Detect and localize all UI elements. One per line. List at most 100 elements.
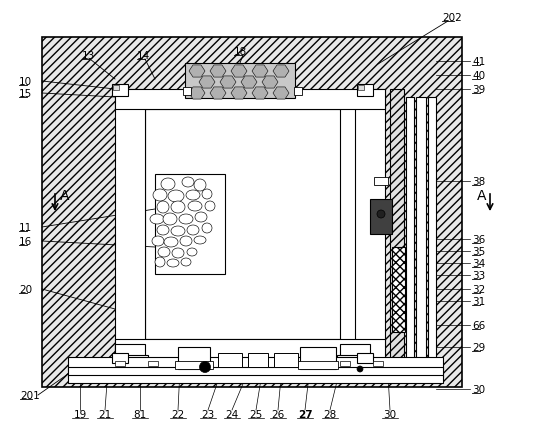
Ellipse shape — [153, 190, 167, 202]
Bar — [178, 347, 210, 369]
Text: 34: 34 — [472, 258, 485, 268]
Polygon shape — [273, 66, 289, 78]
Ellipse shape — [195, 212, 207, 222]
Bar — [42, 38, 462, 387]
Circle shape — [199, 362, 211, 373]
Text: 24: 24 — [225, 409, 239, 419]
Ellipse shape — [186, 190, 200, 200]
Ellipse shape — [163, 214, 177, 225]
Polygon shape — [273, 88, 289, 100]
Polygon shape — [241, 77, 257, 89]
Bar — [373, 361, 383, 366]
Polygon shape — [262, 77, 278, 89]
Polygon shape — [199, 77, 215, 89]
Text: 13: 13 — [82, 51, 95, 61]
Text: 202: 202 — [442, 13, 461, 23]
Text: 11: 11 — [19, 222, 32, 233]
Polygon shape — [252, 88, 268, 100]
Ellipse shape — [150, 215, 164, 224]
Ellipse shape — [205, 202, 215, 212]
Text: 81: 81 — [133, 409, 147, 419]
Polygon shape — [252, 66, 268, 78]
Bar — [115, 90, 385, 110]
Text: 18: 18 — [234, 47, 247, 57]
Bar — [68, 367, 443, 377]
Text: 26: 26 — [271, 409, 285, 419]
Bar — [155, 175, 225, 274]
Ellipse shape — [202, 224, 212, 233]
Ellipse shape — [179, 215, 193, 224]
Bar — [68, 375, 443, 383]
Bar — [428, 98, 436, 362]
Bar — [218, 353, 242, 367]
Ellipse shape — [194, 180, 206, 191]
Text: 38: 38 — [472, 177, 485, 187]
Bar — [340, 361, 350, 366]
Text: 23: 23 — [202, 409, 214, 419]
Polygon shape — [210, 88, 226, 100]
Bar — [113, 86, 119, 91]
Bar — [300, 347, 336, 369]
Bar — [298, 361, 338, 369]
Ellipse shape — [167, 259, 179, 267]
Text: 31: 31 — [472, 296, 485, 306]
Text: 30: 30 — [383, 409, 397, 419]
Bar — [145, 110, 355, 359]
Polygon shape — [220, 77, 236, 89]
Bar — [183, 88, 191, 96]
Bar — [115, 361, 125, 366]
Text: 22: 22 — [172, 409, 184, 419]
Bar — [390, 90, 404, 359]
Polygon shape — [189, 66, 205, 78]
Ellipse shape — [182, 178, 194, 187]
Ellipse shape — [171, 202, 185, 214]
Ellipse shape — [157, 225, 169, 236]
Bar — [115, 90, 145, 359]
Ellipse shape — [168, 190, 184, 203]
Text: 35: 35 — [472, 246, 485, 256]
Bar — [148, 361, 158, 366]
Bar — [340, 344, 370, 358]
Bar — [392, 247, 405, 332]
Polygon shape — [210, 66, 226, 78]
Ellipse shape — [171, 227, 185, 237]
Bar — [248, 353, 268, 367]
Ellipse shape — [161, 178, 175, 190]
Text: 19: 19 — [73, 409, 87, 419]
Bar — [68, 357, 443, 371]
Circle shape — [377, 211, 385, 218]
Text: 15: 15 — [19, 89, 32, 99]
Ellipse shape — [164, 237, 178, 247]
Text: 29: 29 — [472, 342, 485, 352]
Text: 27: 27 — [297, 409, 312, 419]
Text: A: A — [477, 189, 487, 203]
Ellipse shape — [194, 237, 206, 244]
Ellipse shape — [155, 258, 165, 267]
Circle shape — [357, 366, 363, 372]
Bar — [357, 85, 373, 97]
Bar — [185, 64, 295, 99]
Text: 32: 32 — [472, 284, 485, 294]
Bar — [416, 98, 426, 362]
Bar — [357, 353, 373, 363]
Ellipse shape — [187, 249, 197, 256]
Text: 66: 66 — [472, 320, 485, 330]
Text: 30: 30 — [472, 384, 485, 394]
Bar — [115, 339, 385, 359]
Text: 39: 39 — [472, 85, 485, 95]
Bar — [358, 86, 364, 91]
Polygon shape — [189, 88, 205, 100]
Bar — [112, 353, 128, 363]
Polygon shape — [231, 88, 247, 100]
Bar — [274, 353, 298, 367]
Text: 16: 16 — [19, 237, 32, 246]
Bar — [112, 355, 148, 361]
Text: A: A — [60, 189, 70, 203]
Bar — [175, 361, 213, 369]
Bar — [115, 344, 145, 358]
Ellipse shape — [187, 225, 199, 236]
Text: 201: 201 — [20, 390, 40, 400]
Bar — [294, 88, 302, 96]
Text: 36: 36 — [472, 234, 485, 244]
Bar — [355, 90, 385, 359]
